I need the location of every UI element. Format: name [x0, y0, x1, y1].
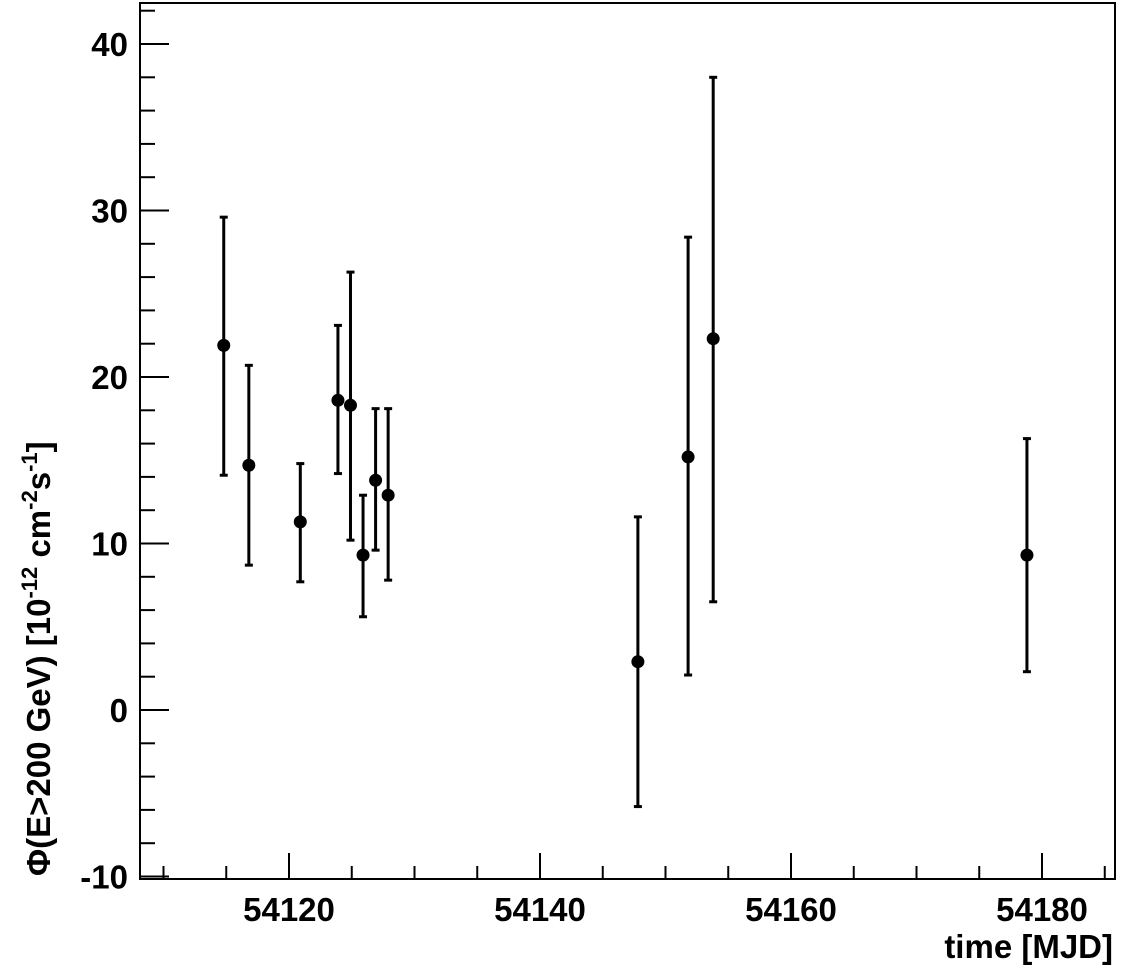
- x-tick-label: 54180: [996, 891, 1088, 928]
- data-point: [381, 488, 395, 502]
- axis-ticks: [140, 9, 1106, 879]
- y-tick-label: -10: [80, 859, 128, 896]
- y-tick-label: 10: [91, 526, 128, 563]
- x-tick-label: 54160: [745, 891, 837, 928]
- y-axis-title: Φ(E>200 GeV) [10-12 cm-2s-1]: [17, 441, 57, 876]
- data-point: [706, 332, 720, 346]
- x-tick-label: 54140: [494, 891, 586, 928]
- data-point: [631, 655, 645, 669]
- plot-frame: [139, 2, 1116, 880]
- y-axis-title-mid2: s: [20, 472, 57, 490]
- data-point: [293, 515, 307, 529]
- data-point: [242, 458, 256, 472]
- axis-tick-labels: 54120 54140 54160 54180 -10 0 10 20 30 40: [80, 26, 1088, 928]
- data-point: [681, 450, 695, 464]
- data-point: [1020, 548, 1034, 562]
- y-tick-label: 20: [91, 359, 128, 396]
- data-point: [356, 548, 370, 562]
- data-point: [343, 398, 357, 412]
- data-points: [217, 75, 1034, 809]
- x-tick-label: 54120: [243, 891, 335, 928]
- y-axis-title-suffix: ]: [20, 441, 57, 452]
- y-tick-label: 40: [91, 26, 128, 63]
- data-point: [331, 393, 345, 407]
- y-axis-title-mid: cm: [20, 510, 57, 567]
- y-axis-title-exp2: -2: [17, 490, 42, 510]
- x-axis-title: time [MJD]: [944, 928, 1113, 965]
- y-axis-title-prefix: Φ(E>200 GeV) [10: [20, 599, 57, 876]
- y-axis-title-exp1: -12: [17, 567, 42, 599]
- y-axis-title-exp3: -1: [17, 452, 42, 472]
- y-tick-label: 0: [110, 692, 128, 729]
- data-point: [217, 338, 231, 352]
- data-point: [369, 473, 383, 487]
- y-tick-label: 30: [91, 193, 128, 230]
